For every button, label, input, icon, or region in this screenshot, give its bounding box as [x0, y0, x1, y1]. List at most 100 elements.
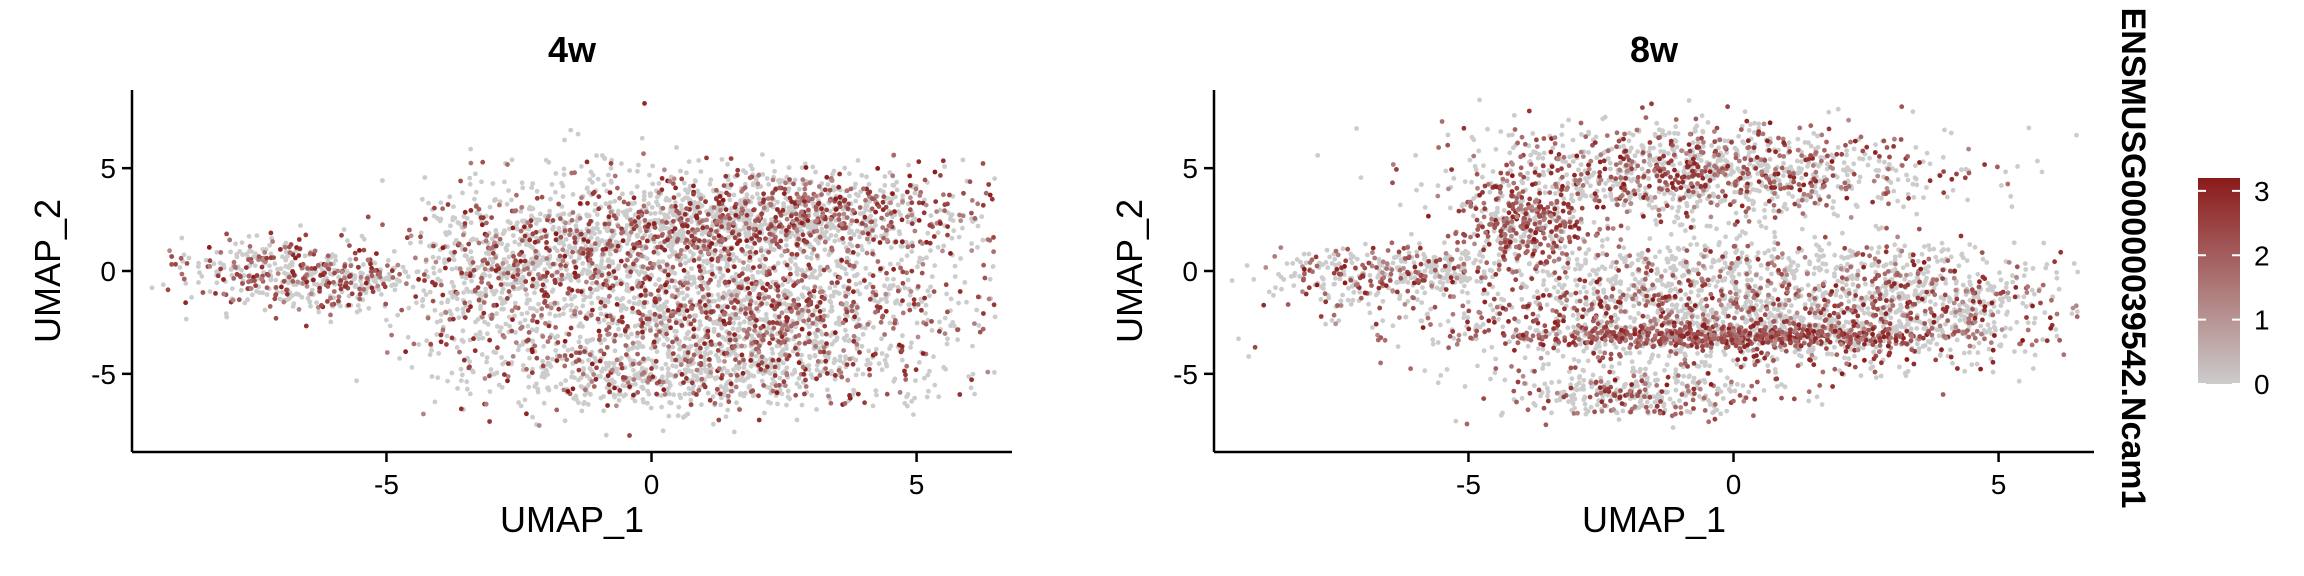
cell-point: [246, 233, 252, 239]
cell-point: [544, 368, 549, 374]
cell-point: [460, 339, 466, 344]
cell-point: [696, 387, 702, 393]
cell-point: [741, 365, 747, 370]
cell-point: [530, 276, 536, 282]
cell-point: [638, 344, 644, 349]
cell-point: [581, 267, 587, 273]
cell-point: [460, 190, 465, 196]
cell-point: [932, 382, 938, 388]
cell-point: [852, 314, 857, 320]
cell-point: [729, 230, 735, 236]
cell-point: [674, 145, 679, 150]
cell-point: [562, 253, 568, 259]
cell-point: [442, 260, 447, 265]
cell-point: [661, 387, 667, 393]
cell-point: [560, 258, 566, 264]
cell-point: [746, 385, 752, 390]
cell-point: [927, 368, 932, 374]
cell-point: [638, 292, 644, 298]
cell-point: [509, 197, 514, 203]
cell-point: [622, 263, 628, 269]
cell-point: [437, 218, 443, 224]
cell-point: [457, 349, 462, 355]
cell-point: [627, 433, 632, 438]
cell-point: [732, 204, 738, 210]
cell-point: [847, 230, 852, 236]
cell-point: [405, 274, 411, 280]
cell-point: [757, 257, 763, 263]
cell-point: [482, 266, 488, 272]
cell-point: [741, 357, 746, 363]
cell-point: [713, 242, 719, 247]
cell-point: [585, 402, 591, 407]
cell-point: [917, 360, 922, 365]
cell-point: [664, 262, 670, 268]
cell-point: [952, 274, 958, 279]
cell-point: [650, 163, 656, 169]
cell-point: [602, 303, 608, 309]
cell-point: [612, 198, 618, 204]
cell-point: [553, 384, 559, 390]
cell-point: [277, 296, 283, 302]
cell-point: [808, 255, 814, 261]
cell-point: [877, 305, 883, 310]
cell-point: [278, 247, 283, 252]
cell-point: [519, 238, 525, 243]
cell-point: [436, 351, 442, 356]
cell-point: [500, 261, 506, 266]
cell-point: [607, 238, 613, 244]
cell-point: [200, 290, 206, 295]
cell-point: [805, 224, 811, 230]
cell-point: [513, 340, 519, 345]
cell-point: [477, 331, 483, 337]
cell-point: [641, 193, 647, 199]
cell-point: [736, 232, 742, 238]
cell-point: [671, 176, 677, 182]
cell-point: [333, 258, 338, 263]
cell-point: [681, 180, 687, 186]
cell-point: [705, 251, 711, 256]
cell-point: [784, 262, 790, 268]
cell-point: [737, 360, 742, 365]
cell-point: [705, 286, 711, 292]
cell-point: [759, 269, 765, 275]
cell-point: [515, 262, 520, 267]
cell-point: [779, 253, 784, 258]
cell-point: [312, 248, 318, 254]
cell-point: [322, 270, 327, 276]
cell-point: [853, 357, 859, 363]
cell-point: [855, 252, 861, 257]
cell-point: [469, 278, 474, 284]
cell-point: [341, 227, 347, 232]
cell-point: [542, 228, 548, 234]
cell-point: [855, 305, 860, 310]
cell-point: [913, 367, 919, 373]
cell-point: [981, 311, 986, 316]
cell-point: [708, 177, 714, 183]
cell-point: [183, 316, 189, 322]
cell-point: [935, 230, 941, 236]
cell-point: [782, 248, 788, 254]
cell-point: [562, 338, 568, 344]
cell-point: [814, 362, 820, 368]
cell-point: [812, 268, 817, 274]
cell-point: [732, 235, 738, 241]
cell-point: [561, 343, 567, 349]
cell-point: [823, 358, 829, 364]
cell-point: [745, 276, 751, 282]
cell-point: [777, 375, 783, 381]
cell-point: [563, 220, 568, 226]
cell-point: [624, 352, 629, 357]
cell-point: [609, 228, 615, 234]
cell-point: [416, 277, 421, 282]
cell-point: [527, 237, 533, 243]
cell-point: [518, 228, 524, 234]
cell-point: [907, 307, 913, 313]
cell-point: [771, 265, 777, 271]
cell-point: [808, 372, 814, 377]
cell-point: [895, 202, 901, 208]
cell-point: [803, 377, 808, 383]
cell-point: [725, 304, 730, 310]
cell-point: [747, 306, 753, 311]
cell-point: [500, 286, 506, 292]
